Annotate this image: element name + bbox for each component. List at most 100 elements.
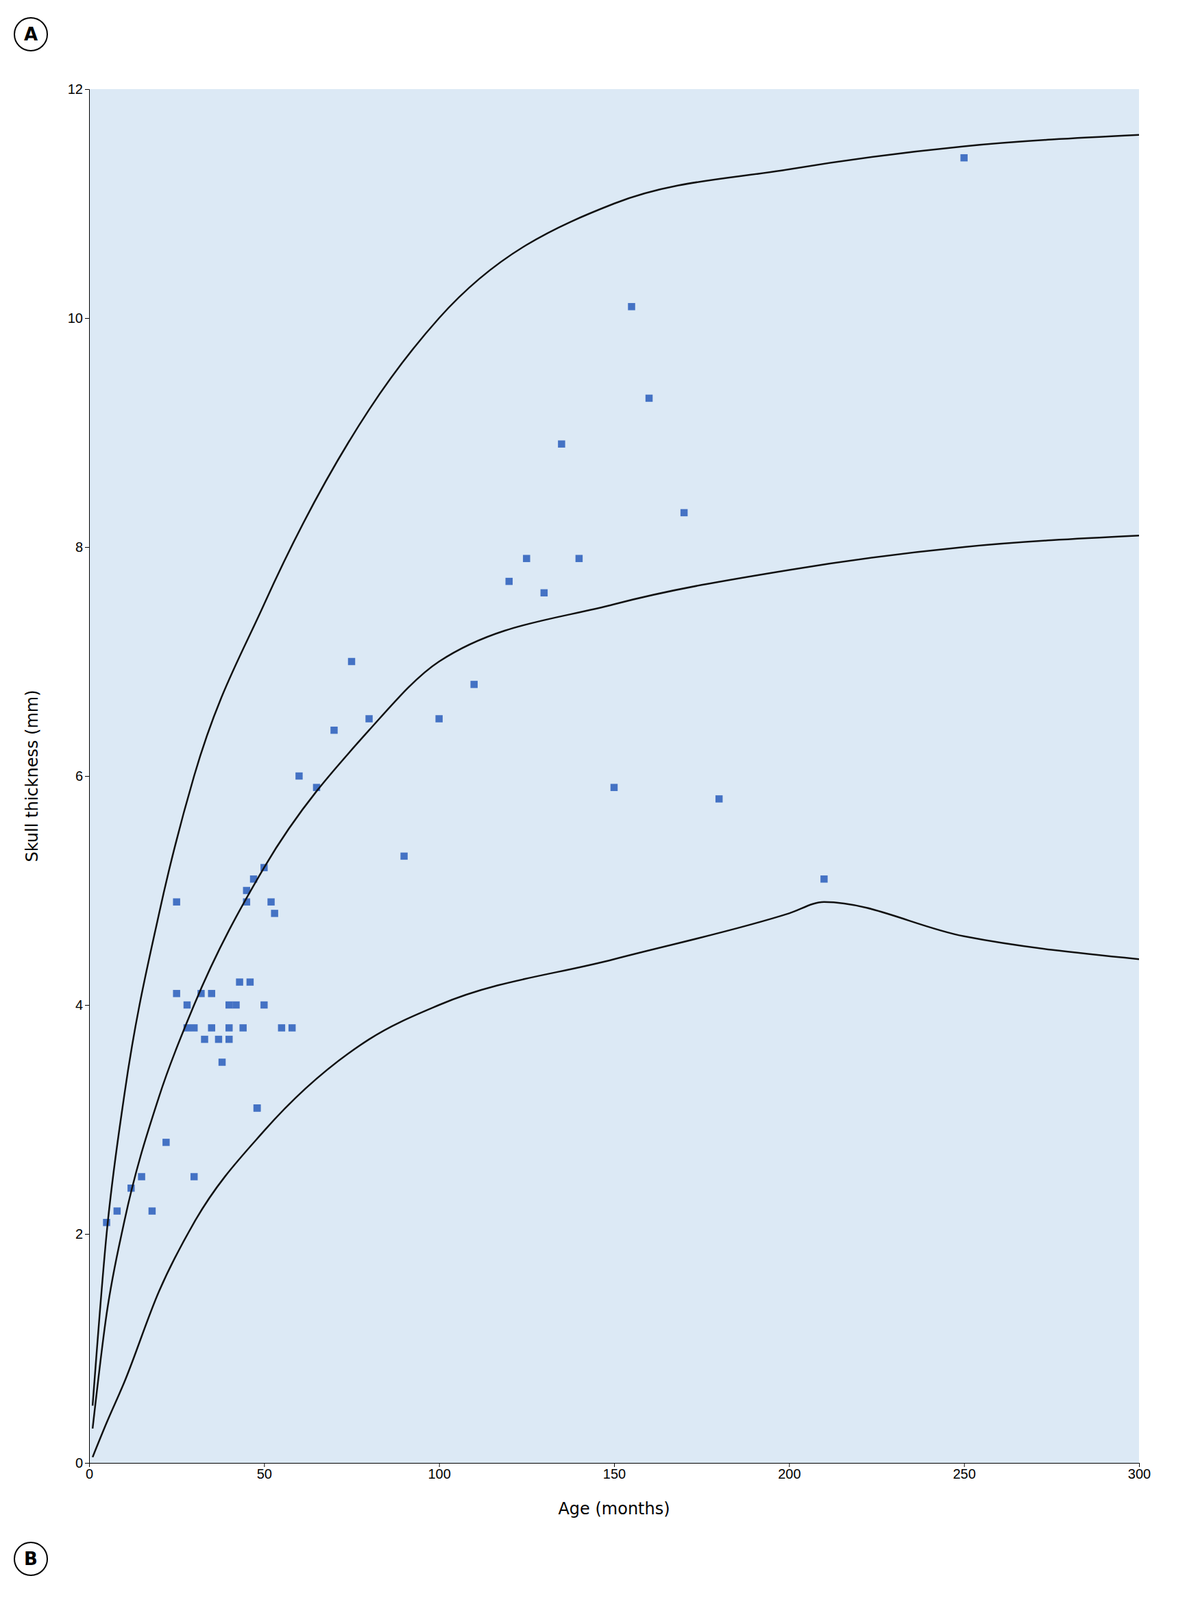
- tick: 100: [427, 1462, 451, 1482]
- tick-label: 8: [75, 539, 83, 555]
- plot: 0 50 100 150 200 250 300 0 2 4 6 8 10 12: [67, 81, 1151, 1482]
- curve: [92, 135, 1140, 1406]
- tick: 6: [75, 768, 90, 784]
- point: [200, 1035, 208, 1043]
- tick-label: 4: [75, 997, 83, 1013]
- point: [207, 1023, 215, 1031]
- tick-label: 150: [603, 1465, 626, 1482]
- point: [172, 897, 180, 905]
- point: [960, 154, 968, 162]
- tick: 2: [75, 1226, 90, 1242]
- tick-mark: [84, 89, 90, 90]
- plot-background: [89, 89, 1140, 1463]
- point: [627, 302, 635, 310]
- point: [253, 1104, 261, 1111]
- point: [645, 394, 653, 402]
- tick: 50: [257, 1462, 273, 1482]
- point: [246, 977, 254, 985]
- point: [330, 726, 338, 734]
- point: [820, 875, 828, 883]
- point: [225, 1001, 233, 1009]
- marks: [92, 135, 1140, 1458]
- point: [239, 1023, 247, 1031]
- tick-label: 0: [75, 1454, 83, 1471]
- panel-label-text: A: [23, 23, 38, 45]
- point: [183, 1001, 191, 1009]
- panel-label: B: [14, 1542, 48, 1575]
- tick-label: 6: [75, 768, 83, 784]
- tick-mark: [84, 775, 90, 777]
- tick: 12: [67, 81, 90, 97]
- point: [715, 794, 723, 802]
- point: [348, 657, 356, 665]
- point: [172, 989, 180, 997]
- tick: 8: [75, 539, 90, 555]
- tick-label: 50: [257, 1465, 273, 1482]
- point: [232, 1001, 240, 1009]
- point: [435, 714, 443, 722]
- panel-label-circle: [14, 17, 48, 51]
- point: [505, 577, 513, 585]
- tick-mark: [84, 546, 90, 548]
- tick: 150: [603, 1462, 626, 1482]
- y-axis: 0 2 4 6 8 10 12: [67, 81, 90, 1471]
- panel-label: A: [14, 17, 48, 51]
- panel-label-text: B: [23, 1548, 38, 1569]
- tick-mark: [84, 1233, 90, 1235]
- tick-mark: [84, 1004, 90, 1006]
- point: [270, 909, 278, 917]
- y-axis-line: [84, 89, 90, 1464]
- tick-label: 200: [777, 1465, 801, 1482]
- point: [400, 852, 408, 860]
- tick-label: 10: [67, 310, 83, 326]
- tick-mark: [84, 317, 90, 319]
- x-axis-title: Age (months): [557, 1498, 670, 1519]
- tick: 250: [952, 1462, 976, 1482]
- point: [162, 1138, 170, 1146]
- tick: 200: [777, 1462, 801, 1482]
- point: [540, 589, 548, 597]
- x-axis: 0 50 100 150 200 250 300: [85, 1462, 1151, 1482]
- tick-label: 0: [85, 1465, 94, 1482]
- curve: [92, 901, 1140, 1458]
- tick: 0: [75, 1454, 90, 1471]
- point: [137, 1172, 145, 1180]
- chart: 0 50 100 150 200 250 300 0 2 4 6 8 10 12 Age (months) S…: [0, 0, 1187, 1600]
- point: [190, 1023, 198, 1031]
- point: [225, 1035, 233, 1043]
- panel-label-circle: [14, 1542, 48, 1575]
- point: [207, 989, 215, 997]
- curve: [92, 535, 1140, 1429]
- tick-mark: [84, 1462, 90, 1464]
- point: [235, 977, 243, 985]
- tick: 4: [75, 997, 90, 1013]
- y-axis-title: Skull thickness (mm): [22, 689, 42, 862]
- point: [470, 680, 477, 688]
- point: [557, 439, 565, 447]
- point: [610, 783, 618, 791]
- point: [225, 1023, 233, 1031]
- point: [253, 1104, 261, 1111]
- tick-label: 300: [1128, 1465, 1151, 1482]
- point: [218, 1058, 226, 1066]
- point: [148, 1206, 156, 1214]
- point: [288, 1023, 296, 1031]
- tick-label: 2: [75, 1226, 83, 1242]
- point: [365, 714, 373, 722]
- point: [295, 772, 303, 780]
- point: [190, 1172, 198, 1180]
- point: [215, 1035, 223, 1043]
- point: [278, 1023, 286, 1031]
- tick: 0: [85, 1462, 94, 1482]
- point: [522, 554, 530, 562]
- tick-label: 12: [67, 81, 83, 97]
- point: [575, 554, 583, 562]
- tick-label: 250: [952, 1465, 976, 1482]
- point: [260, 1001, 268, 1009]
- point: [267, 897, 275, 905]
- tick-label: 100: [427, 1465, 451, 1482]
- point: [102, 1218, 110, 1226]
- point: [113, 1206, 121, 1214]
- point: [680, 509, 688, 517]
- tick: 300: [1128, 1462, 1151, 1482]
